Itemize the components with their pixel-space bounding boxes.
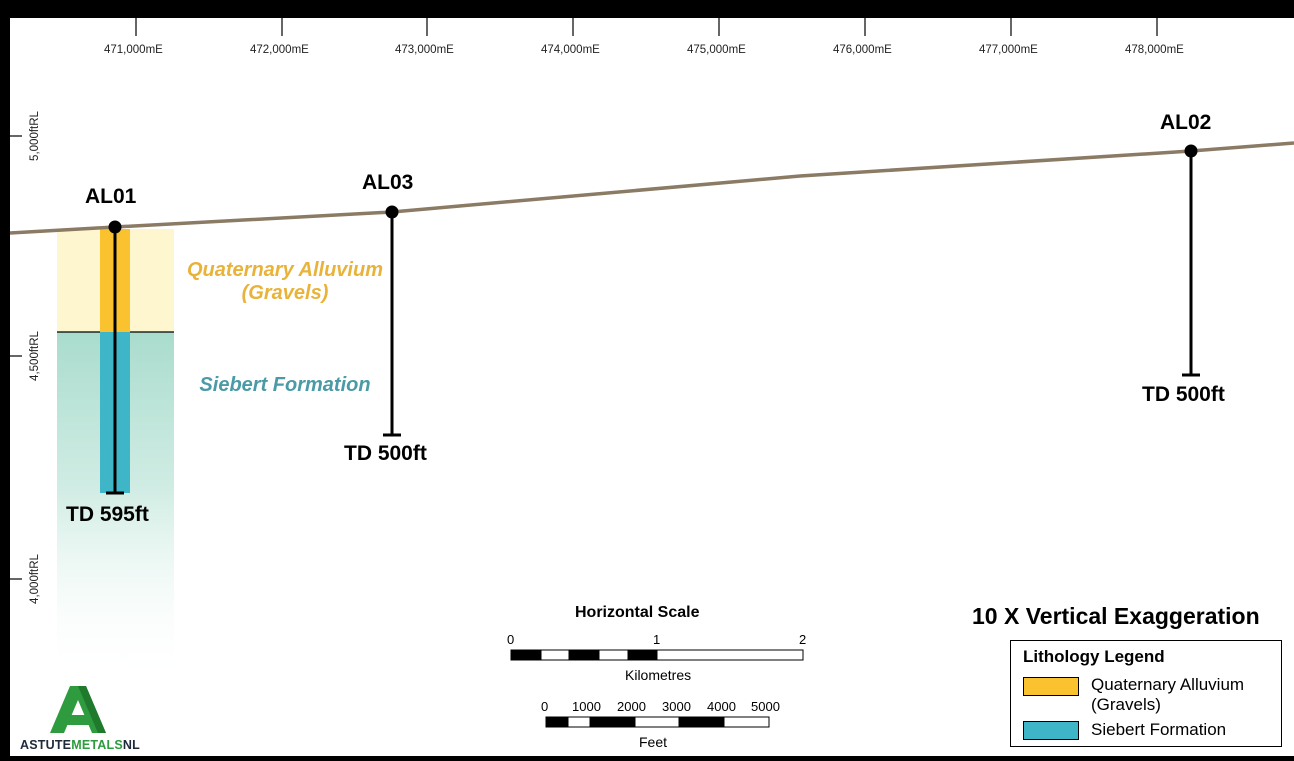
logo-part-astute: ASTUTE (20, 738, 72, 752)
km-scale-bar (510, 649, 804, 661)
td-label-al03: TD 500ft (344, 442, 427, 465)
td-label-al02: TD 500ft (1142, 383, 1225, 406)
topography-line (9, 141, 1294, 235)
logo-part-nl: NL (122, 738, 140, 752)
ft-tick-label: 3000 (662, 699, 691, 714)
km-tick-label: 1 (653, 632, 661, 647)
alluvium-unit-label-line2: (Gravels) (241, 282, 329, 304)
astute-logo-icon (50, 686, 106, 733)
easting-label: 473,000mE (395, 44, 454, 56)
legend-title: Lithology Legend (1023, 647, 1165, 666)
easting-label: 478,000mE (1125, 44, 1184, 56)
ft-tick-label: 0 (541, 699, 549, 714)
alluvium-unit-label-line1: Quaternary Alluvium (187, 259, 383, 281)
td-label-al01: TD 595ft (66, 503, 149, 526)
ft-scale-bar (545, 716, 770, 728)
hole-name-al02: AL02 (1160, 111, 1212, 134)
rl-label-5000: 5,000ftRL (29, 111, 41, 161)
km-unit-label: Kilometres (625, 667, 692, 683)
al02-trace (1182, 144, 1200, 377)
vertical-exaggeration-label: 10 X Vertical Exaggeration (972, 603, 1260, 629)
company-logo-text: ASTUTEMETALSNL (20, 738, 140, 752)
ft-tick-label: 4000 (707, 699, 736, 714)
easting-label: 477,000mE (979, 44, 1038, 56)
ft-unit-label: Feet (639, 734, 668, 750)
rl-label-4500: 4,500ftRL (29, 331, 41, 381)
easting-label: 471,000mE (104, 44, 163, 56)
legend-item-siebert: Siebert Formation (1091, 720, 1227, 739)
rl-ticks (10, 135, 22, 580)
easting-label: 472,000mE (250, 44, 309, 56)
rl-label-4000: 4,000ftRL (29, 554, 41, 604)
ft-tick-label: 2000 (617, 699, 646, 714)
km-tick-label: 0 (507, 632, 515, 647)
ft-tick-label: 1000 (572, 699, 601, 714)
horizontal-scale-title: Horizontal Scale (575, 604, 700, 621)
hole-name-al01: AL01 (85, 185, 137, 208)
al03-trace (383, 205, 401, 437)
al01-trace (106, 220, 124, 495)
alluvium-unit-label: Quaternary Alluvium (Gravels) (180, 259, 390, 305)
easting-ticks (135, 18, 1158, 36)
logo-part-metals: METALS (71, 738, 123, 752)
easting-label: 476,000mE (833, 44, 892, 56)
legend-item-alluvium-line2: (Gravels) (1091, 695, 1161, 714)
hole-name-al03: AL03 (362, 171, 414, 194)
ft-tick-label: 5000 (751, 699, 780, 714)
easting-label: 475,000mE (687, 44, 746, 56)
lithology-legend: Lithology Legend Quaternary Alluvium (Gr… (1010, 640, 1282, 747)
legend-swatch-alluvium (1023, 677, 1079, 696)
legend-swatch-siebert (1023, 721, 1079, 740)
easting-label: 474,000mE (541, 44, 600, 56)
km-tick-label: 2 (799, 632, 807, 647)
siebert-unit-label: Siebert Formation (199, 374, 371, 396)
legend-item-alluvium-line1: Quaternary Alluvium (1091, 675, 1245, 694)
legend-item-alluvium: Quaternary Alluvium (Gravels) (1091, 675, 1244, 715)
